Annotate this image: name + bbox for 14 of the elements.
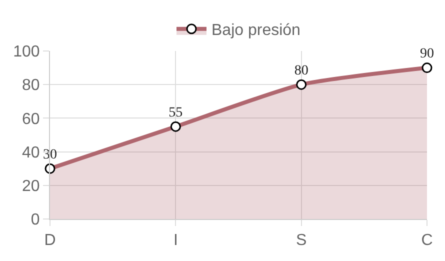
- x-tick-label: C: [421, 232, 433, 250]
- y-tick-label: 0: [30, 212, 40, 229]
- y-tick-label: 100: [13, 44, 40, 61]
- x-tick-label: D: [44, 232, 56, 250]
- x-tick-label: S: [296, 232, 307, 250]
- y-tick-label: 40: [22, 144, 40, 162]
- y-tick-label: 80: [22, 77, 40, 94]
- y-tick-label: 60: [22, 110, 40, 128]
- data-label: 55: [168, 105, 183, 120]
- legend-label: Bajo presión: [212, 22, 300, 40]
- data-label: 90: [420, 46, 434, 62]
- data-label: 80: [294, 63, 308, 78]
- x-tick-label: I: [173, 232, 178, 250]
- y-tick-label: 20: [22, 178, 40, 195]
